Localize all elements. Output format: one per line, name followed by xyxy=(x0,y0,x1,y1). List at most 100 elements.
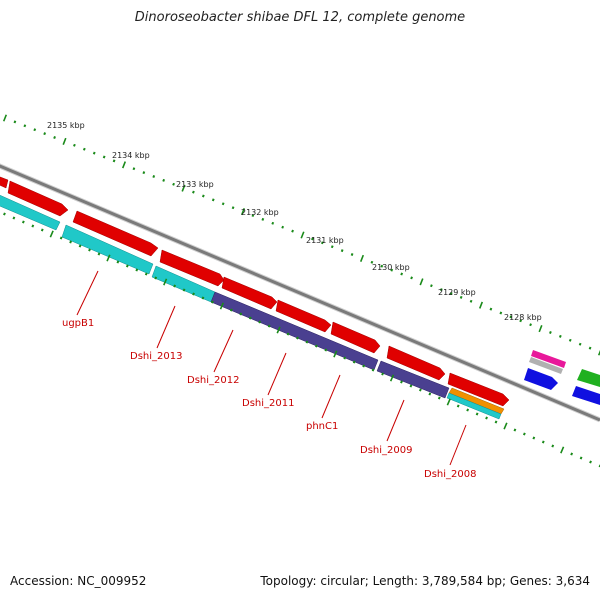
cog-block-gray xyxy=(529,357,563,374)
minor-tick xyxy=(410,276,413,280)
minor-tick xyxy=(419,388,422,392)
major-tick xyxy=(503,422,508,430)
major-tick xyxy=(240,208,246,216)
minor-tick xyxy=(82,147,86,151)
minor-tick xyxy=(23,124,27,128)
kbp-label: 2128 kbp xyxy=(504,313,542,322)
minor-tick xyxy=(88,248,91,252)
minor-tick xyxy=(494,420,498,424)
major-tick xyxy=(219,302,224,310)
minor-tick xyxy=(568,338,572,342)
minor-tick xyxy=(509,315,513,319)
minor-tick xyxy=(251,214,255,217)
outer-tick-track xyxy=(2,114,600,356)
major-tick xyxy=(276,326,281,334)
minor-tick xyxy=(340,249,344,253)
minor-tick xyxy=(529,323,532,327)
minor-tick xyxy=(499,311,503,315)
minor-tick xyxy=(589,460,592,464)
gene-label: ugpB1 xyxy=(62,318,94,329)
minor-tick xyxy=(315,344,318,348)
minor-tick xyxy=(541,440,545,444)
kbp-label: 2133 kbp xyxy=(176,180,214,189)
minor-tick xyxy=(132,167,136,171)
minor-tick xyxy=(13,120,17,124)
cds-arrow xyxy=(386,345,446,381)
minor-tick xyxy=(182,288,186,292)
minor-tick xyxy=(248,316,252,320)
minor-tick xyxy=(33,128,37,132)
minor-tick xyxy=(519,319,523,323)
minor-tick xyxy=(456,404,460,408)
minor-tick xyxy=(305,340,309,344)
minor-tick xyxy=(231,206,235,210)
major-tick xyxy=(389,374,395,382)
leader-line xyxy=(321,374,341,419)
gene-label: Dshi_2009 xyxy=(360,445,412,456)
minor-tick xyxy=(578,342,582,346)
major-tick xyxy=(49,230,54,238)
right-edge-features xyxy=(524,350,600,405)
cds-arrow xyxy=(159,249,225,287)
kbp-label: 2129 kbp xyxy=(438,288,476,297)
minor-tick xyxy=(97,252,101,256)
kbp-label: 2135 kbp xyxy=(47,121,85,130)
major-tick xyxy=(121,161,127,169)
major-tick xyxy=(2,114,8,122)
minor-tick xyxy=(513,428,517,432)
minor-tick xyxy=(291,229,294,233)
minor-tick xyxy=(21,220,25,224)
genome-summary: Topology: circular; Length: 3,789,584 bp… xyxy=(260,574,590,588)
minor-tick xyxy=(211,198,215,202)
gene-label: phnC1 xyxy=(306,421,338,432)
minor-tick xyxy=(154,276,158,280)
minor-tick xyxy=(522,432,526,436)
minor-tick xyxy=(281,225,285,229)
minor-tick xyxy=(59,236,63,240)
cds-arrow xyxy=(447,372,510,407)
minor-tick xyxy=(459,295,463,299)
minor-tick xyxy=(152,175,156,178)
minor-tick xyxy=(475,412,479,416)
leader-line xyxy=(76,270,99,316)
minor-tick xyxy=(78,244,82,248)
gene-label: Dshi_2008 xyxy=(424,469,476,480)
minor-tick xyxy=(192,190,195,194)
cds-arrow xyxy=(7,180,69,217)
minor-tick xyxy=(350,253,354,256)
minor-tick xyxy=(437,396,441,400)
major-tick xyxy=(163,278,168,286)
minor-tick xyxy=(439,288,443,292)
inner-tick-track xyxy=(3,212,600,468)
cog-block-teal xyxy=(0,194,61,231)
minor-tick xyxy=(430,284,433,288)
minor-tick xyxy=(201,296,205,300)
minor-tick xyxy=(532,436,536,440)
minor-tick xyxy=(380,264,384,268)
major-tick xyxy=(333,350,338,358)
minor-tick xyxy=(324,348,328,352)
leader-line xyxy=(213,329,234,373)
minor-tick xyxy=(142,171,146,175)
minor-tick xyxy=(588,346,592,350)
minor-tick xyxy=(92,151,96,155)
minor-tick xyxy=(370,260,374,264)
cog-track xyxy=(0,194,505,420)
minor-tick xyxy=(144,272,148,276)
minor-tick xyxy=(311,237,314,241)
major-tick xyxy=(300,231,305,239)
cog-block-teal xyxy=(61,224,154,275)
minor-tick xyxy=(172,182,175,186)
minor-tick xyxy=(449,292,453,295)
minor-tick xyxy=(579,456,583,460)
minor-tick xyxy=(409,384,413,388)
minor-tick xyxy=(239,312,243,316)
major-tick xyxy=(597,349,600,356)
major-tick xyxy=(62,137,67,145)
minor-tick xyxy=(489,307,493,311)
cds-arrow xyxy=(275,299,332,333)
kbp-label: 2132 kbp xyxy=(241,208,279,217)
minor-tick xyxy=(162,178,166,182)
cds-arrow xyxy=(330,321,381,354)
